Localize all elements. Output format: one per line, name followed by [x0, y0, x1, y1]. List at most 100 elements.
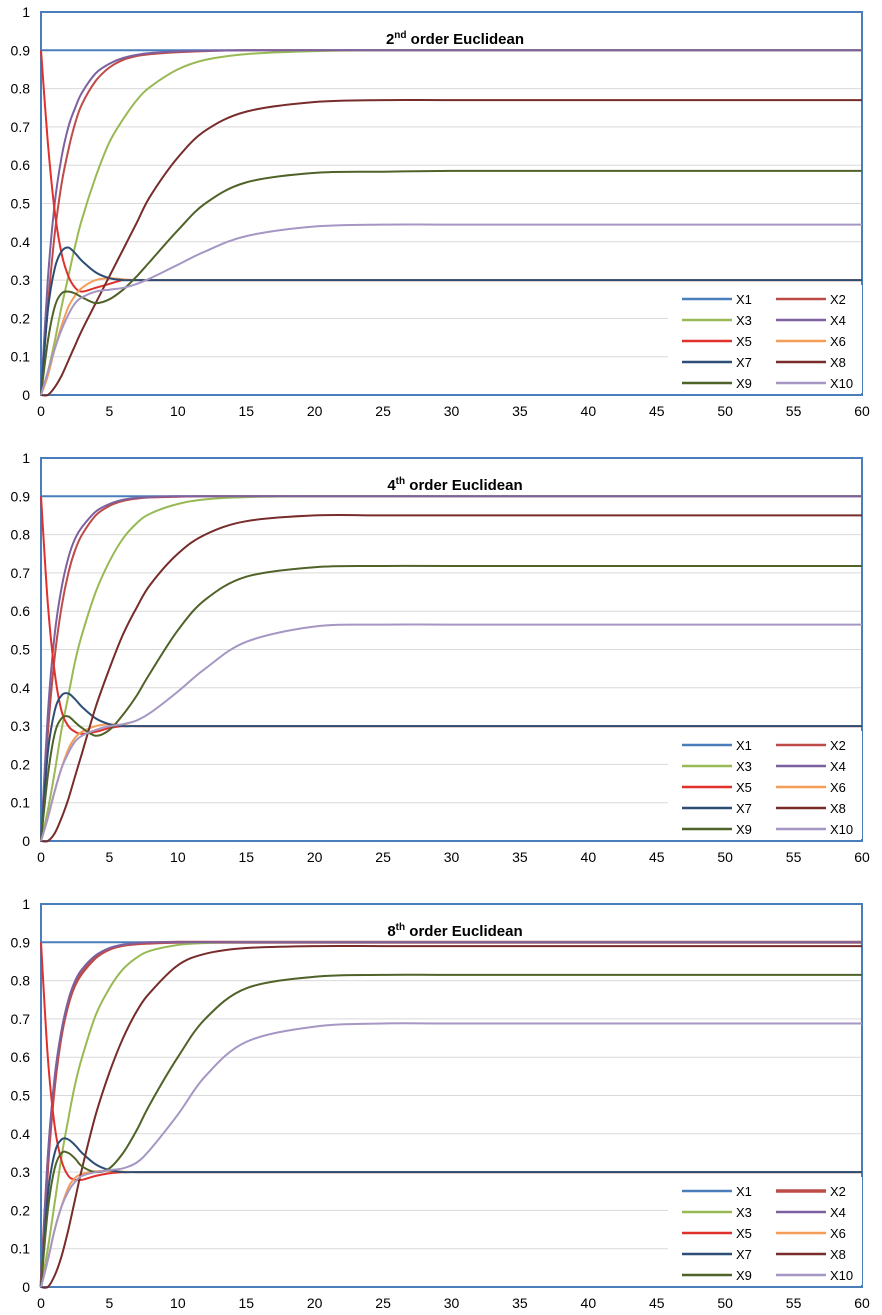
legend-label-x9: X9 [736, 376, 752, 391]
legend-label-x4: X4 [830, 759, 846, 774]
legend-label-x5: X5 [736, 1226, 752, 1241]
series-line-x4 [40, 49, 862, 396]
y-tick-label: 1 [22, 4, 30, 20]
legend-label-x6: X6 [830, 1226, 846, 1241]
y-tick-label: 0 [22, 1279, 30, 1295]
legend-label-x3: X3 [736, 1205, 752, 1220]
chart-panel-2: 0 0.1 0.2 0.3 0.4 0.5 0.6 0.7 0.8 0.9 1 0 5 10 15 20 25 3… [0, 446, 882, 866]
y-tick-label: 0.6 [11, 157, 31, 173]
plot-area-border [40, 11, 863, 396]
y-tick-label: 0.8 [11, 81, 31, 97]
legend-label-x7: X7 [736, 355, 752, 370]
legend-box [668, 1177, 862, 1285]
x-tick-label: 15 [238, 1295, 254, 1311]
y-tick-label: 0.4 [11, 680, 31, 696]
y-tick-label: 0.2 [11, 1202, 31, 1218]
title-text: order Euclidean [407, 31, 525, 48]
series-line-x4 [40, 941, 862, 1288]
legend-label-x5: X5 [736, 780, 752, 795]
y-tick-label: 0.7 [11, 1011, 31, 1027]
legend-label-x5: X5 [736, 334, 752, 349]
legend-label-x1: X1 [736, 738, 752, 753]
legend-label-x10: X10 [830, 376, 853, 391]
y-tick-label: 0.7 [11, 565, 31, 581]
y-tick-label: 0.9 [11, 488, 31, 504]
x-tick-label: 60 [854, 1295, 870, 1311]
title-text: order Euclidean [405, 923, 523, 940]
chart-panel-3: 0 0.1 0.2 0.3 0.4 0.5 0.6 0.7 0.8 0.9 1 0 5 10 15 20 25 3… [0, 892, 882, 1312]
chart-title: 8th order Euclidean [387, 922, 522, 940]
y-tick-label: 0 [22, 387, 30, 403]
title-superscript: th [396, 922, 405, 933]
series-lines [40, 495, 862, 843]
series-line-x9 [40, 973, 862, 1288]
legend-label-x8: X8 [830, 801, 846, 816]
y-tick-label: 1 [22, 450, 30, 466]
x-tick-label: 40 [581, 403, 597, 419]
series-lines [40, 49, 862, 397]
x-tick-label: 40 [581, 849, 597, 865]
series-line-x7 [40, 692, 862, 842]
legend: X1 X2 X3 X4 X5 X6 X7 X8 X9 X10 [668, 731, 862, 839]
series-line-x10 [40, 623, 862, 842]
x-tick-label: 10 [170, 849, 186, 865]
y-tick-label: 0.6 [11, 603, 31, 619]
y-tick-label: 0.4 [11, 234, 31, 250]
x-tick-label: 55 [786, 849, 802, 865]
chart-2: 00.10.20.30.40.50.60.70.80.910 5 10 15 20 25 3… [11, 450, 870, 865]
chart-title: 4th order Euclidean [387, 476, 522, 494]
y-tick-label: 0.8 [11, 527, 31, 543]
y-tick-label: 0.4 [11, 1126, 31, 1142]
x-tick-label: 10 [170, 403, 186, 419]
legend-label-x6: X6 [830, 780, 846, 795]
legend-label-x2: X2 [830, 292, 846, 307]
y-tick-label: 1 [22, 896, 30, 912]
x-tick-label: 20 [307, 403, 323, 419]
x-tick-label: 20 [307, 849, 323, 865]
chart-title: 2nd order Euclidean [386, 30, 524, 48]
series-line-x10 [40, 1022, 862, 1288]
series-line-x7 [40, 1137, 862, 1288]
legend-label-x2: X2 [830, 1184, 846, 1199]
series-line-x8 [40, 514, 862, 843]
title-text: order Euclidean [405, 477, 523, 494]
y-tick-label: 0.1 [11, 349, 31, 365]
legend-label-x4: X4 [830, 313, 846, 328]
title-number: 2 [386, 31, 394, 48]
x-tick-label: 60 [854, 403, 870, 419]
y-tick-label: 0.5 [11, 642, 31, 658]
x-tick-label: 50 [717, 403, 733, 419]
legend: X1 X2 X3 X4 X5 X6 X7 X8 X9 X10 [668, 1177, 862, 1285]
y-tick-label: 0.3 [11, 272, 31, 288]
x-tick-label: 50 [717, 849, 733, 865]
chart-3: 00.10.20.30.40.50.60.70.80.910 5 10 15 20 25 3… [11, 896, 870, 1311]
y-tick-label: 0.2 [11, 310, 31, 326]
y-tick-label: 0.6 [11, 1049, 31, 1065]
x-tick-label: 55 [786, 403, 802, 419]
legend-label-x6: X6 [830, 334, 846, 349]
series-line-x5 [40, 496, 862, 735]
x-tick-label: 40 [581, 1295, 597, 1311]
x-tick-label: 30 [444, 403, 460, 419]
x-tick-label: 5 [106, 849, 114, 865]
x-tick-label: 30 [444, 1295, 460, 1311]
series-line-x10 [40, 223, 862, 396]
chart-panel-1: 0 0.1 0.2 0.3 0.4 0.5 0.6 0.7 0.8 0.9 1 0 5 10 15 20 25 3… [0, 0, 882, 420]
legend-label-x7: X7 [736, 1247, 752, 1262]
x-tick-label: 35 [512, 849, 528, 865]
y-tick-label: 0.8 [11, 973, 31, 989]
x-tick-label: 15 [238, 849, 254, 865]
legend-label-x2: X2 [830, 738, 846, 753]
legend-box [668, 731, 862, 839]
legend-label-x4: X4 [830, 1205, 846, 1220]
legend-box [668, 285, 862, 393]
legend-label-x8: X8 [830, 355, 846, 370]
plot-area-border [40, 903, 863, 1288]
legend-label-x3: X3 [736, 759, 752, 774]
chart-1: 00.10.20.30.40.50.60.70.80.910 5 10 15 20 25 3… [11, 4, 870, 419]
series-line-x4 [40, 495, 862, 842]
legend-label-x1: X1 [736, 292, 752, 307]
series-line-x9 [40, 564, 862, 842]
legend-label-x10: X10 [830, 1268, 853, 1283]
y-tick-label: 0.1 [11, 795, 31, 811]
